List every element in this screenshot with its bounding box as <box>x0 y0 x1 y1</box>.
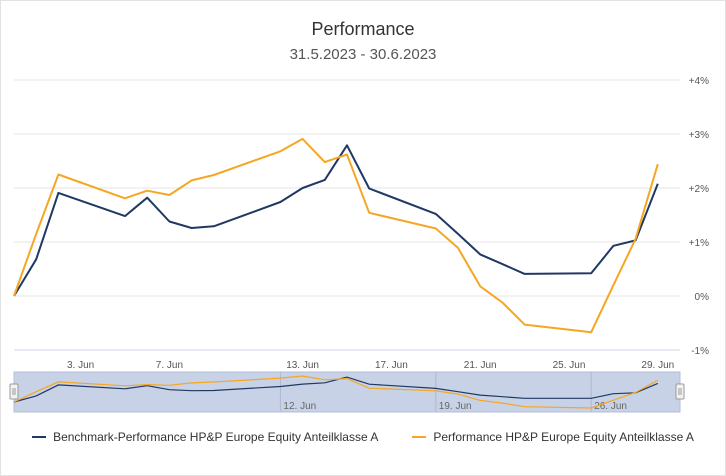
chart-subtitle: 31.5.2023 - 30.6.2023 <box>289 46 437 63</box>
navigator-right-handle[interactable] <box>675 383 685 400</box>
x-tick-label: 13. Jun <box>286 360 319 371</box>
series-line-benchmark <box>13 144 659 297</box>
x-tick-label: 7. Jun <box>156 360 183 371</box>
legend: Benchmark-Performance HP&P Europe Equity… <box>0 430 726 444</box>
navigator-series-benchmark <box>13 376 659 403</box>
y-tick-label: +4% <box>689 76 709 87</box>
navigator-left-handle[interactable] <box>9 383 19 400</box>
navigator-label: 12. Jun <box>283 401 316 412</box>
x-tick-label: 29. Jun <box>641 360 674 371</box>
grid-lines <box>14 79 680 351</box>
y-tick-label: +3% <box>689 130 709 141</box>
x-tick-label: 17. Jun <box>375 360 408 371</box>
navigator-label: 26. Jun <box>594 401 627 412</box>
y-tick-label: +2% <box>689 184 709 195</box>
x-tick-label: 3. Jun <box>67 360 94 371</box>
x-tick-label: 21. Jun <box>464 360 497 371</box>
y-tick-label: 0% <box>695 292 710 303</box>
legend-item-performance[interactable]: Performance HP&P Europe Equity Anteilkla… <box>412 430 694 444</box>
navigator[interactable]: 12. Jun 19. Jun 26. Jun <box>9 371 685 413</box>
plot-area <box>13 137 659 334</box>
x-axis-labels: 3. Jun 7. Jun 13. Jun 17. Jun 21. Jun 25. Jun… <box>67 360 674 371</box>
y-tick-label: +1% <box>689 238 709 249</box>
legend-swatch-benchmark <box>32 436 47 438</box>
y-axis-labels: -1% 0% +1% +2% +3% +4% <box>689 76 709 357</box>
y-tick-label: -1% <box>691 346 709 357</box>
series-line-performance <box>13 137 659 334</box>
navigator-label: 19. Jun <box>439 401 472 412</box>
x-tick-label: 25. Jun <box>553 360 586 371</box>
legend-label-performance: Performance HP&P Europe Equity Anteilkla… <box>433 430 694 444</box>
navigator-series-performance <box>13 375 659 409</box>
chart-title: Performance <box>311 19 415 39</box>
legend-item-benchmark[interactable]: Benchmark-Performance HP&P Europe Equity… <box>32 430 378 444</box>
legend-swatch-performance <box>412 436 427 438</box>
legend-label-benchmark: Benchmark-Performance HP&P Europe Equity… <box>53 430 379 444</box>
